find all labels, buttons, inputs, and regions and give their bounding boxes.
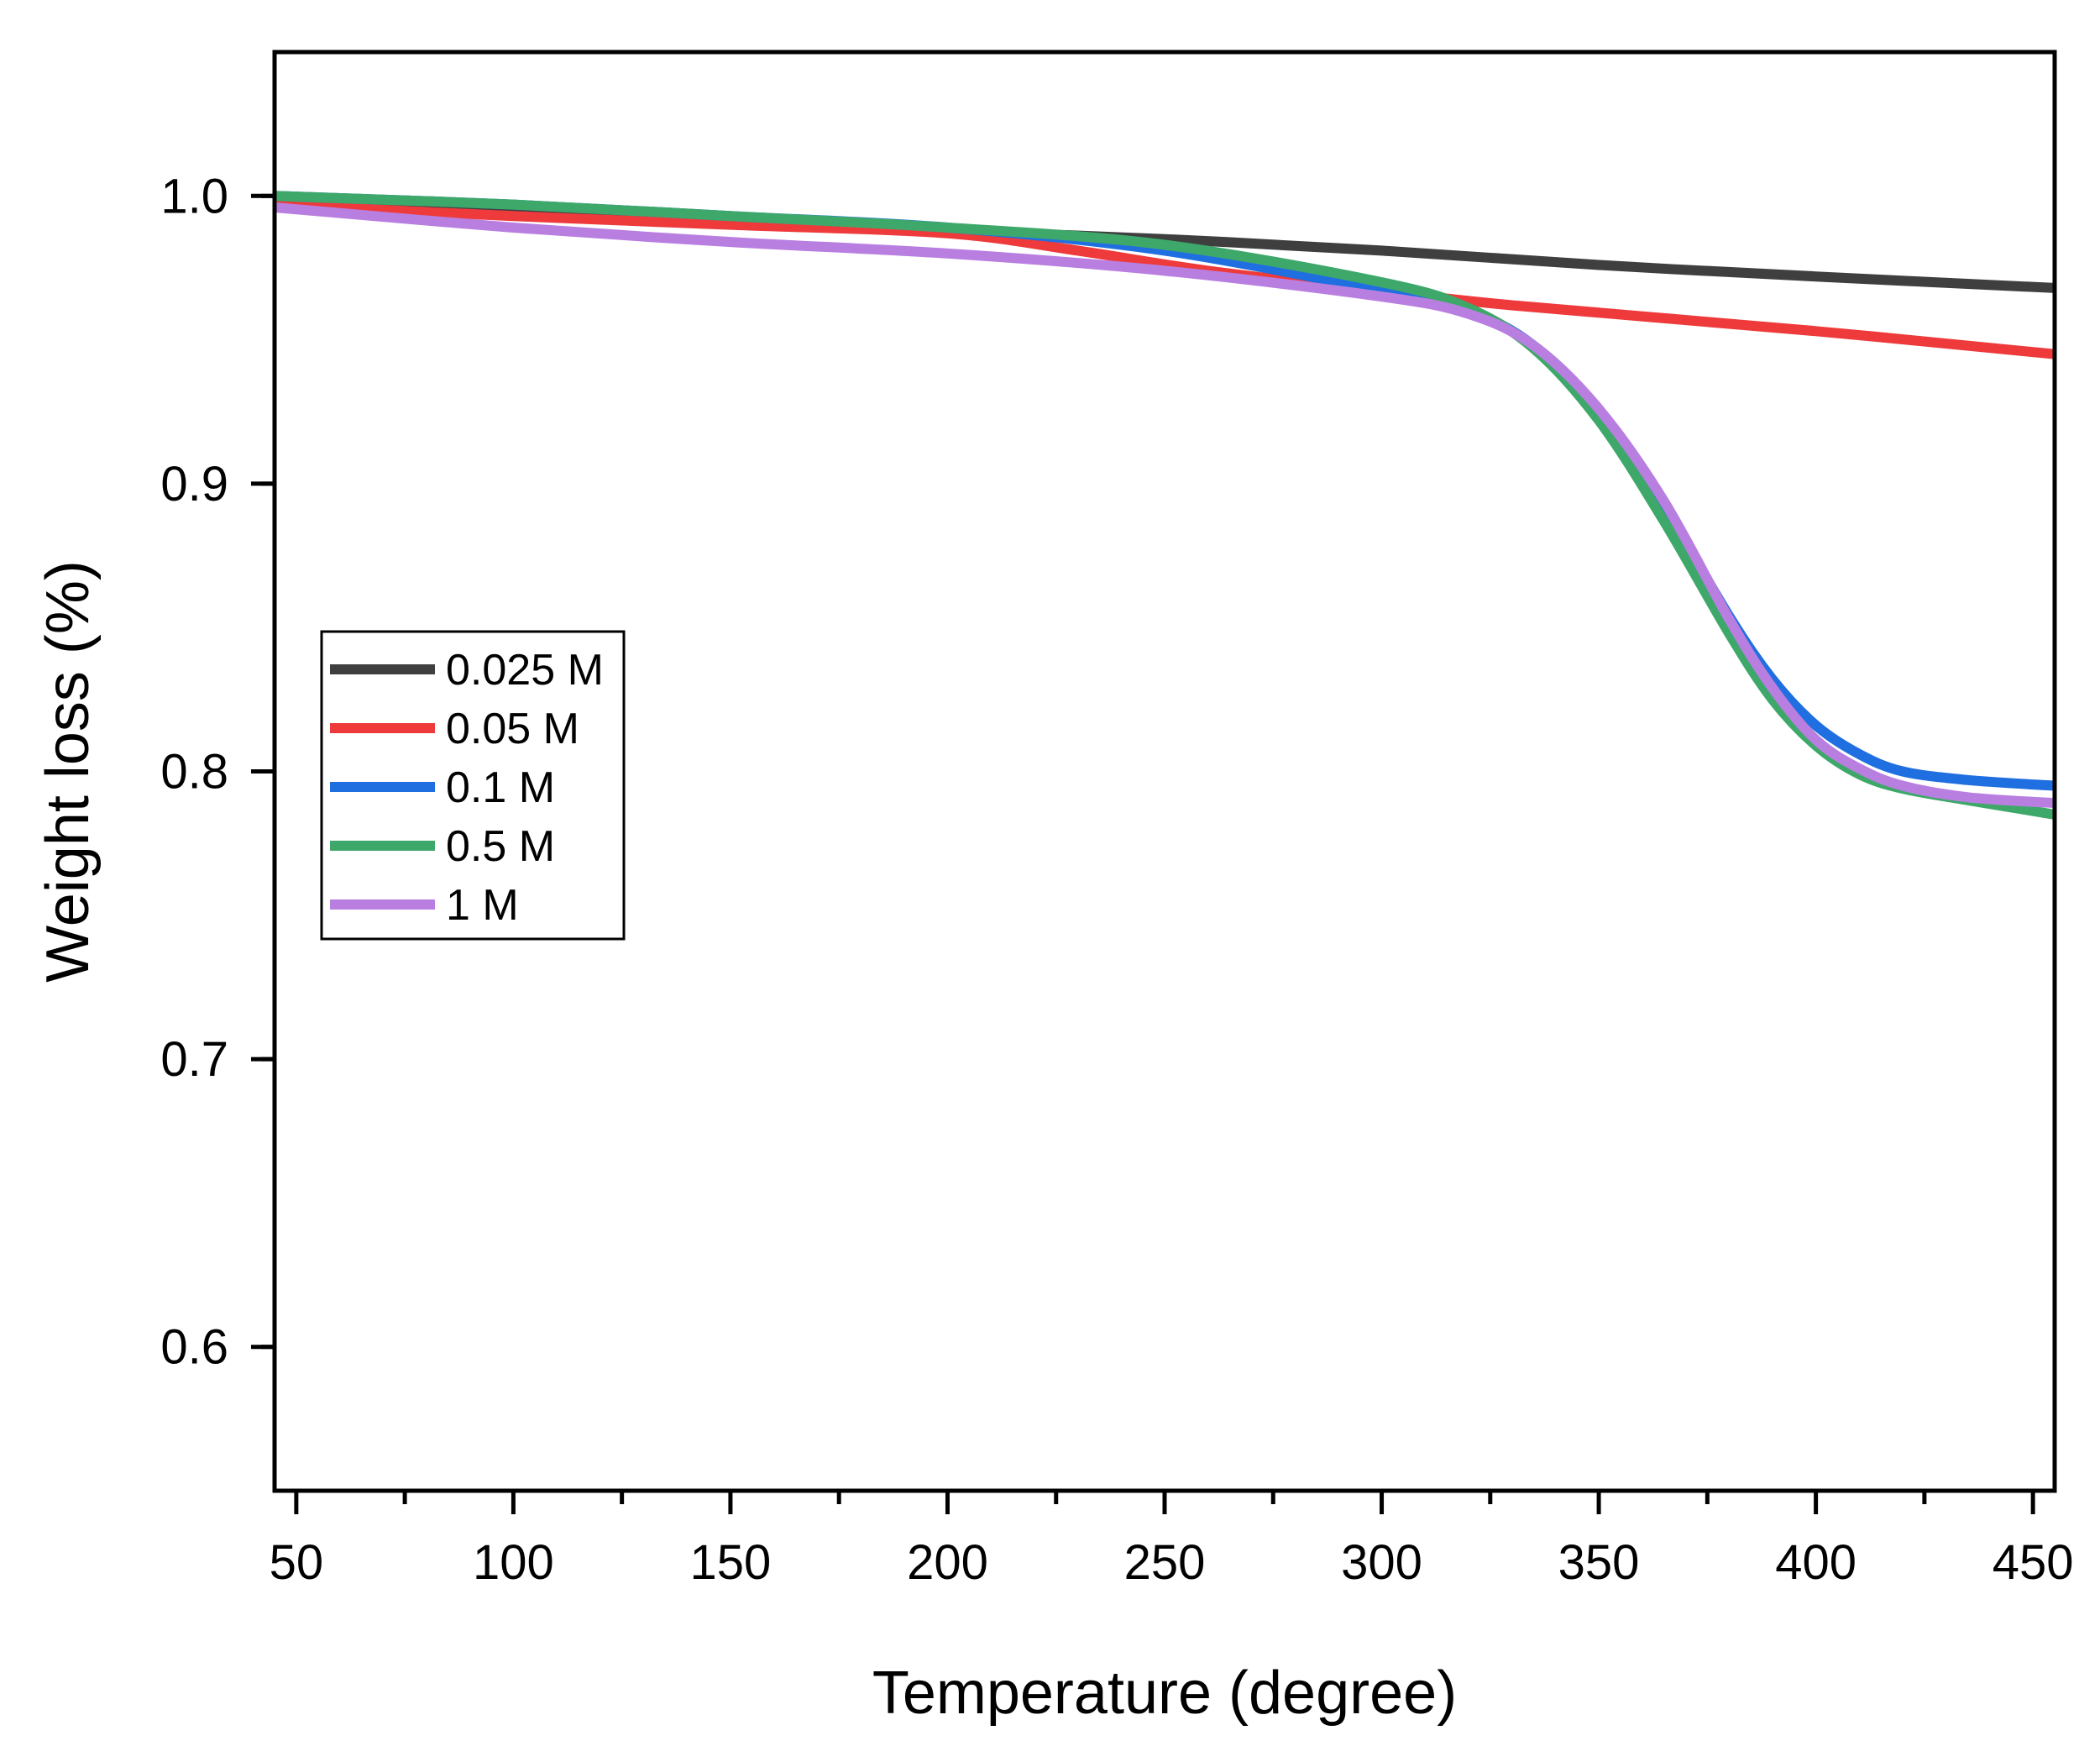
y-tick-label: 0.6 <box>160 1320 228 1375</box>
x-tick-label: 350 <box>1558 1535 1640 1590</box>
y-tick-label: 1.0 <box>160 169 228 223</box>
y-tick-label: 0.9 <box>160 457 228 511</box>
legend-label-4: 1 M <box>446 881 519 930</box>
legend: 0.025 M 0.05 M 0.1 M 0.5 M 1 M <box>320 630 626 941</box>
x-tick-label: 150 <box>690 1535 772 1590</box>
x-tick-label: 400 <box>1775 1535 1856 1590</box>
x-axis-title: Temperature (degree) <box>872 1660 1457 1727</box>
x-tick-label: 50 <box>270 1535 324 1590</box>
ticks-layer: 50 100 150 200 250 300 350 400 450 0.6 0.7 0.8 0.9 1.… <box>160 169 2073 1590</box>
series-line-1 <box>274 199 2055 359</box>
y-axis-title: Weight loss (%) <box>34 560 102 983</box>
legend-label-3: 0.5 M <box>446 822 555 871</box>
y-tick-label: 0.8 <box>160 745 228 800</box>
x-tick-label: 300 <box>1341 1535 1422 1590</box>
y-tick-label: 0.7 <box>160 1032 228 1087</box>
x-tick-label: 200 <box>907 1535 988 1590</box>
legend-label-2: 0.1 M <box>446 763 555 812</box>
legend-label-0: 0.025 M <box>446 646 604 695</box>
x-tick-label: 250 <box>1124 1535 1206 1590</box>
x-tick-label: 450 <box>1993 1535 2074 1590</box>
legend-label-1: 0.05 M <box>446 705 579 753</box>
series-layer <box>274 191 2055 820</box>
series-line-4 <box>274 202 2055 809</box>
x-tick-label: 100 <box>473 1535 554 1590</box>
